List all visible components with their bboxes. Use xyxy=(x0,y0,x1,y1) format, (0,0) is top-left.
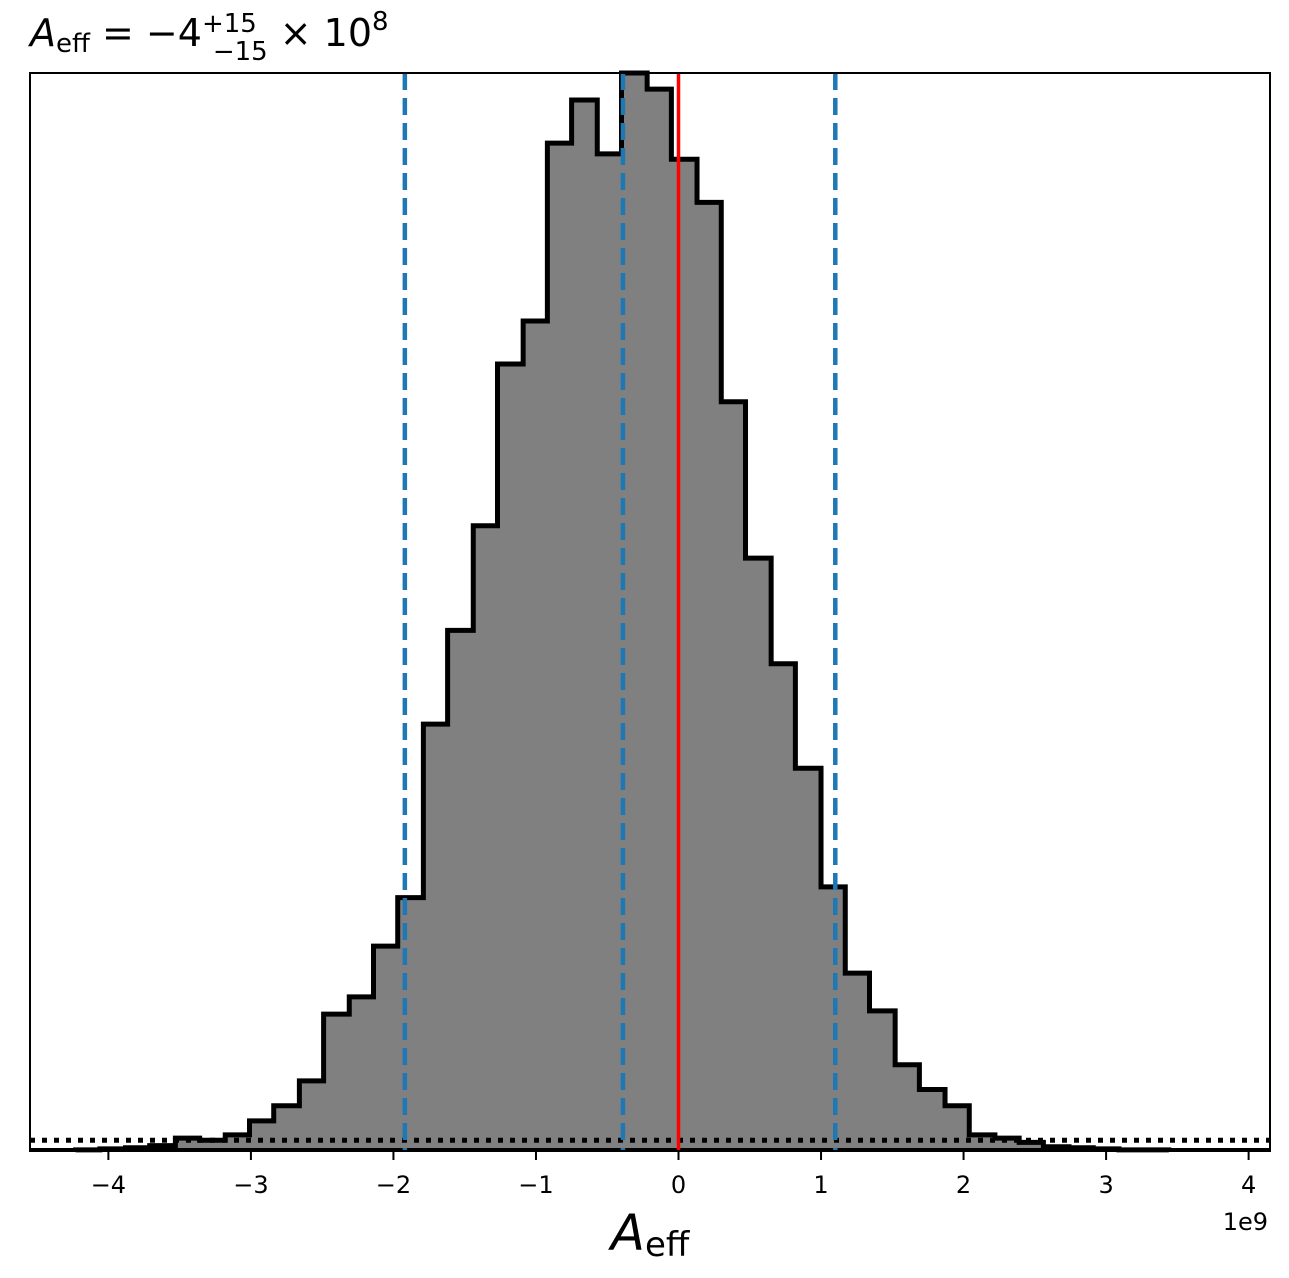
histogram-bar xyxy=(969,1134,996,1151)
histogram-bar xyxy=(397,897,424,1151)
histogram-bar xyxy=(523,320,548,1151)
histogram-bar xyxy=(895,1064,920,1151)
histogram-bar xyxy=(869,1010,896,1151)
histogram-bar xyxy=(745,558,772,1151)
histogram-bar xyxy=(249,1120,275,1151)
histogram-bar xyxy=(447,630,474,1151)
chart-title: Aeff = −4+15 −15 × 108 xyxy=(27,7,389,67)
x-tick-label: 1 xyxy=(813,1171,828,1199)
title-lower-error: −15 xyxy=(213,37,268,67)
histogram-bar xyxy=(597,153,622,1152)
histogram-bar xyxy=(571,99,598,1152)
histogram-bar xyxy=(225,1134,250,1151)
histogram-bar xyxy=(373,946,399,1151)
histogram-layer xyxy=(30,70,1270,1153)
x-tick-label: −3 xyxy=(233,1171,268,1199)
title-equals-value: = −4 xyxy=(90,11,202,55)
histogram-bar xyxy=(647,89,672,1151)
histogram-bar xyxy=(349,996,374,1151)
x-tick-label: −1 xyxy=(518,1171,553,1199)
histogram-bar xyxy=(497,364,524,1151)
histogram-bar xyxy=(273,1105,300,1151)
title-times-ten: × 10 xyxy=(268,11,372,55)
x-tick-label: 0 xyxy=(671,1171,686,1199)
histogram-bar xyxy=(945,1105,970,1151)
title-upper-error: +15 xyxy=(202,9,257,39)
title-variable-subscript: eff xyxy=(56,29,91,59)
x-axis-ticks: −4 −3 −2 −1 0 1 2 3 4 xyxy=(91,1151,1256,1199)
histogram-bar xyxy=(795,768,822,1151)
title-variable: A xyxy=(27,11,56,55)
x-tick-label: −2 xyxy=(376,1171,411,1199)
histogram-bar xyxy=(175,1138,201,1151)
histogram-bar xyxy=(1019,1142,1044,1151)
x-tick-label: 3 xyxy=(1098,1171,1113,1199)
x-tick-label: 4 xyxy=(1241,1171,1256,1199)
x-axis-label-subscript: eff xyxy=(645,1225,691,1265)
histogram-bar xyxy=(671,159,698,1152)
plot-frame xyxy=(29,72,1271,1152)
x-tick-label: 2 xyxy=(956,1171,971,1199)
x-axis-label-variable: A xyxy=(608,1204,645,1262)
histogram-bar xyxy=(621,73,648,1151)
histogram-bar xyxy=(697,202,722,1152)
reference-lines-layer xyxy=(30,73,1270,1151)
histogram-bar xyxy=(423,724,449,1151)
histogram-bar xyxy=(994,1138,1020,1151)
x-axis-label: Aeff xyxy=(608,1204,691,1265)
histogram-bar xyxy=(771,663,796,1151)
x-axis-exponent: 1e9 xyxy=(1223,1208,1268,1236)
histogram-bar xyxy=(473,525,498,1151)
histogram-bar xyxy=(845,973,870,1151)
histogram-bar xyxy=(547,143,573,1151)
histogram-bar xyxy=(323,1014,350,1151)
histogram-bar xyxy=(199,1140,226,1151)
title-exponent: 8 xyxy=(372,7,389,37)
histogram-bar xyxy=(721,401,746,1151)
x-tick-label: −4 xyxy=(91,1171,126,1199)
